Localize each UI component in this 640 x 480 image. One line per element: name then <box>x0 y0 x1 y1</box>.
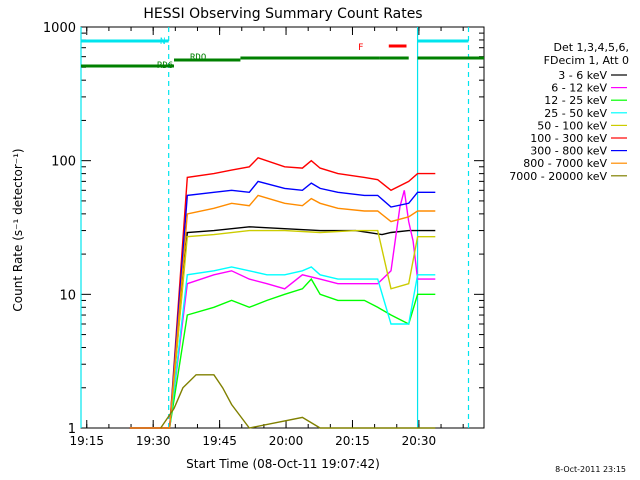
legend-entry-label: 50 - 100 keV <box>537 119 607 132</box>
legend-entry-label: 300 - 800 keV <box>530 145 607 158</box>
status-bar-label: RD6 <box>157 61 173 71</box>
legend-entry-label: 3 - 6 keV <box>558 69 607 82</box>
plot-frame <box>80 26 485 429</box>
status-bar-label: RDO <box>190 53 206 63</box>
x-tick-label: 20:15 <box>335 434 370 448</box>
chart-title: HESSI Observing Summary Count Rates <box>143 6 422 22</box>
series-line <box>129 190 436 429</box>
y-tick-label: 1 <box>68 422 76 437</box>
legend-entry-label: 100 - 300 keV <box>530 132 607 145</box>
legend-entry-label: 7000 - 20000 keV <box>509 170 607 183</box>
series-line <box>129 229 436 429</box>
series-line <box>129 156 436 429</box>
series-line <box>129 266 436 429</box>
x-axis-label: Start Time (08-Oct-11 19:07:42) <box>186 457 380 471</box>
legend: Det 1,3,4,5,6, FDecim 1, Att 0 3 - 6 keV… <box>509 41 629 183</box>
series-line <box>129 180 436 429</box>
y-tick-label: 10 <box>59 288 76 303</box>
legend-header-line-2: FDecim 1, Att 0 <box>544 54 629 67</box>
y-tick-label: 100 <box>51 155 76 170</box>
status-bar-label: N <box>160 37 165 47</box>
x-tick-label: 20:00 <box>269 434 304 448</box>
series-line <box>129 277 436 429</box>
y-axis-label: Count Rate (s⁻¹ detector⁻¹) <box>11 148 25 311</box>
legend-entry-label: 25 - 50 keV <box>544 107 607 120</box>
x-tick-label: 19:30 <box>136 434 171 448</box>
timestamp: 8-Oct-2011 23:15 <box>555 465 626 474</box>
series-line <box>129 194 436 429</box>
series-line <box>160 374 436 429</box>
legend-entry-label: 800 - 7000 keV <box>523 157 607 170</box>
legend-entry-label: 6 - 12 keV <box>551 82 607 95</box>
plot-area: 19:15 19:30 19:45 20:00 20:15 20:30 1 10 100 1000… <box>43 21 485 448</box>
x-tick-label: 19:15 <box>69 434 104 448</box>
legend-entry-label: 12 - 25 keV <box>544 94 607 107</box>
legend-header-line-1: Det 1,3,4,5,6, <box>553 41 629 54</box>
status-bar-label: F <box>358 43 363 53</box>
series-line <box>129 226 436 429</box>
x-tick-label: 19:45 <box>202 434 237 448</box>
x-tick-label: 20:30 <box>402 434 437 448</box>
y-tick-label: 1000 <box>43 21 76 36</box>
